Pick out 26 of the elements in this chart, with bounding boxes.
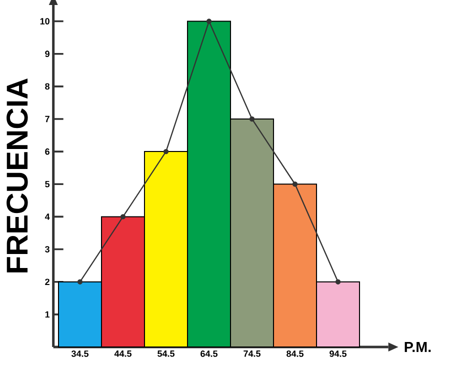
y-tick-label: 6 — [45, 148, 50, 155]
point — [77, 279, 83, 284]
y-tick-label: 5 — [45, 180, 50, 188]
y-tick-label: 4 — [44, 214, 50, 220]
point — [206, 18, 212, 24]
y-tick-label: 3 — [45, 246, 50, 252]
y-tick-label: 7 — [45, 116, 50, 122]
point — [163, 148, 169, 154]
y-tick-label: 8 — [45, 83, 50, 90]
x-tick-label: 34.5 — [71, 350, 89, 357]
x-tick-label: 54.5 — [158, 350, 175, 357]
x-tick-label: 84.5 — [286, 350, 304, 357]
x-axis-title: P.M. — [404, 342, 431, 352]
y-tick-label: 1 — [45, 311, 50, 318]
y-tick-label: 9 — [45, 50, 50, 58]
point — [292, 182, 298, 187]
point — [249, 116, 255, 122]
point — [335, 279, 341, 284]
x-tick-label: 44.5 — [114, 350, 132, 357]
point — [120, 214, 126, 220]
y-tick-label: 10 — [40, 18, 50, 24]
y-axis-title: FRECUENCIA — [6, 78, 28, 272]
x-tick-label: 94.5 — [330, 350, 347, 357]
y-tick-label: 2 — [45, 278, 50, 285]
x-tick-label: 64.5 — [200, 350, 218, 357]
x-tick-label: 74.5 — [244, 350, 261, 357]
